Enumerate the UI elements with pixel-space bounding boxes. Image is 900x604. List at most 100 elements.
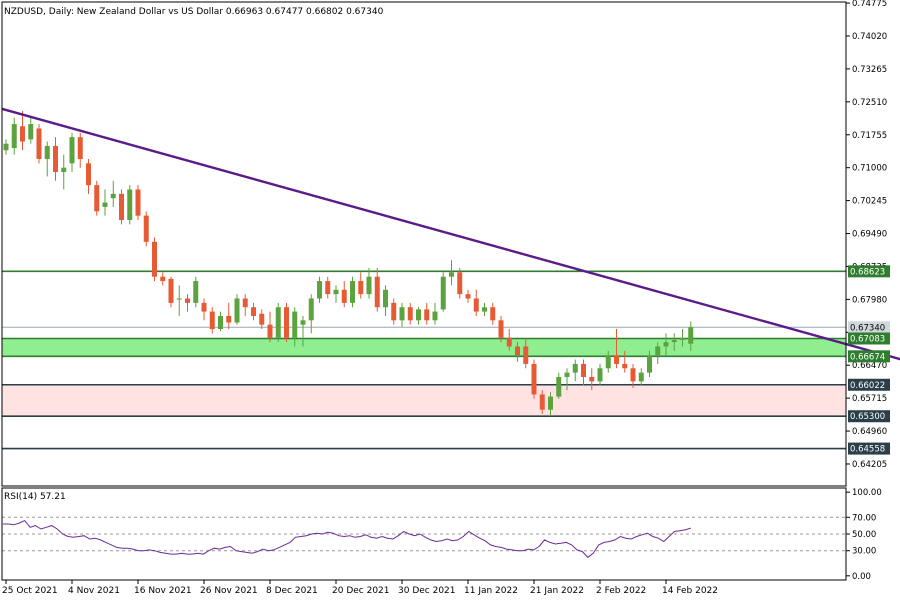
candle-body — [53, 145, 58, 173]
candle-body — [251, 307, 256, 316]
date-tick-label-8: 21 Jan 2022 — [530, 586, 584, 596]
candle-body — [259, 313, 265, 325]
candle-body — [399, 307, 405, 321]
candle-62 — [515, 342, 520, 362]
candle-4 — [36, 124, 42, 164]
price-tick-label-13: 0.64960 — [852, 427, 887, 437]
candle-0 — [3, 139, 9, 155]
candle-body — [333, 289, 339, 295]
candle-44 — [366, 267, 372, 299]
candle-body — [242, 298, 248, 308]
candle-1 — [11, 117, 17, 155]
candle-59 — [490, 302, 496, 325]
candle-body — [572, 363, 578, 373]
candle-46 — [383, 285, 388, 316]
candle-7 — [61, 154, 67, 190]
candle-72 — [597, 363, 603, 386]
candle-18 — [152, 237, 157, 282]
candle-body — [20, 126, 25, 142]
candle-body — [432, 311, 438, 321]
candle-body — [498, 320, 504, 338]
candle-body — [539, 394, 545, 410]
candle-body — [564, 372, 570, 377]
candle-82 — [680, 329, 685, 347]
candle-20 — [168, 276, 174, 308]
date-tick-label-10: 14 Feb 2022 — [662, 586, 718, 596]
candle-body — [482, 307, 487, 312]
rsi-tick-label-4: 0.00 — [852, 572, 871, 582]
candle-40 — [333, 285, 339, 303]
candle-21 — [176, 285, 182, 316]
candle-body — [589, 376, 595, 382]
date-tick-label-7: 11 Jan 2022 — [464, 586, 518, 596]
candle-8 — [69, 132, 75, 173]
candle-75 — [622, 350, 628, 373]
candle-57 — [473, 289, 479, 316]
candle-body — [94, 185, 100, 212]
date-tick-label-9: 2 Feb 2022 — [596, 586, 646, 596]
candle-body — [383, 289, 388, 308]
candle-body — [308, 298, 314, 321]
candle-body — [638, 372, 644, 382]
date-tick-label-1: 4 Nov 2021 — [68, 586, 120, 596]
candle-body — [218, 315, 223, 330]
candle-body — [374, 276, 380, 308]
candle-body — [135, 189, 141, 216]
level-tag-4: 0.65300 — [848, 410, 890, 423]
price-pane-frame — [1, 1, 847, 487]
price-tick-label-14: 0.64205 — [852, 460, 887, 470]
candle-body — [193, 281, 199, 303]
candle-52 — [432, 302, 438, 325]
candle-body — [680, 337, 685, 340]
candle-body — [391, 302, 397, 321]
candle-29 — [242, 294, 248, 316]
candle-body — [300, 320, 306, 325]
candle-69 — [572, 359, 578, 382]
candle-10 — [86, 158, 91, 194]
candle-body — [201, 302, 207, 312]
candle-body — [630, 368, 636, 382]
candle-17 — [143, 211, 149, 247]
candle-73 — [605, 350, 611, 373]
price-tick-label-2: 0.73265 — [852, 65, 887, 75]
candle-body — [185, 298, 190, 303]
candle-30 — [251, 302, 256, 321]
candle-79 — [655, 342, 661, 364]
zone-green-0 — [2, 338, 846, 357]
candle-53 — [440, 272, 446, 312]
candle-body — [440, 276, 446, 310]
candle-77 — [638, 368, 644, 386]
candle-body — [69, 137, 75, 164]
chart-header: NZDUSD, Daily: New Zealand Dollar vs US … — [4, 7, 384, 17]
candle-body — [548, 396, 553, 410]
candle-38 — [317, 276, 322, 303]
candle-body — [267, 324, 273, 338]
candle-body — [292, 311, 298, 338]
candle-body — [110, 193, 116, 199]
candle-25 — [209, 307, 215, 334]
candle-body — [457, 272, 463, 295]
candle-71 — [589, 368, 595, 391]
candle-83 — [688, 321, 694, 351]
candle-body — [556, 376, 562, 397]
candle-body — [77, 137, 83, 159]
candle-66 — [548, 392, 553, 417]
candle-body — [358, 281, 364, 295]
rsi-tick-label-3: 30.00 — [852, 547, 876, 557]
zones-layer — [2, 338, 846, 417]
candle-body — [605, 355, 611, 369]
price-tick-label-9: 0.67980 — [852, 295, 887, 305]
candle-16 — [135, 185, 141, 221]
price-tick-label-6: 0.70245 — [852, 197, 887, 207]
date-tick-label-5: 20 Dec 2021 — [332, 586, 390, 596]
level-tag-5: 0.64558 — [848, 442, 890, 455]
candle-body — [581, 363, 586, 377]
candle-body — [44, 145, 50, 159]
candle-body — [143, 215, 149, 242]
level-tag-0: 0.68623 — [848, 265, 890, 278]
candle-74 — [614, 329, 619, 369]
candle-body — [3, 143, 9, 151]
candle-body — [688, 327, 694, 344]
